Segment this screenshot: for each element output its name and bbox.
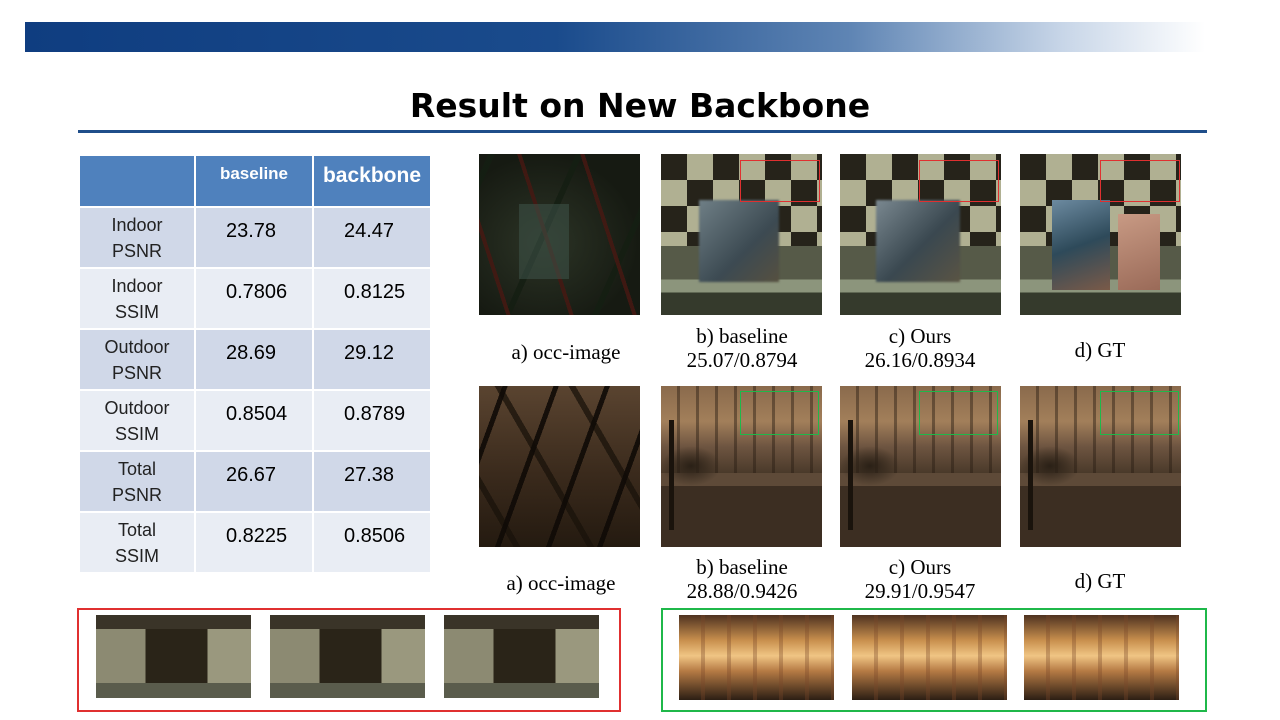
gt-book-right bbox=[1118, 214, 1160, 290]
indoor-gt-highlight-box bbox=[1100, 160, 1180, 202]
outdoor-ours-highlight-box bbox=[919, 391, 998, 435]
row-label: Outdoor SSIM bbox=[78, 389, 196, 452]
gt-book-left bbox=[1052, 200, 1110, 290]
title-underline bbox=[78, 130, 1207, 133]
outdoor-baseline-image bbox=[661, 386, 822, 547]
tree-trunk bbox=[848, 420, 853, 530]
indoor-baseline-crop bbox=[96, 615, 251, 698]
table-row: Outdoor SSIM 0.8504 0.8789 bbox=[78, 389, 432, 452]
backbone-value: 29.12 bbox=[312, 328, 432, 391]
backbone-value: 0.8125 bbox=[312, 267, 432, 330]
table-row: Indoor SSIM 0.7806 0.8125 bbox=[78, 267, 432, 330]
caption-row2-baseline: b) baseline 28.88/0.9426 bbox=[686, 555, 798, 603]
baseline-value: 23.78 bbox=[194, 206, 314, 269]
baseline-value: 0.8504 bbox=[194, 389, 314, 452]
row-label: Indoor PSNR bbox=[78, 206, 196, 269]
indoor-baseline-image bbox=[661, 154, 822, 315]
slide-title: Result on New Backbone bbox=[409, 86, 871, 125]
row-label: Total PSNR bbox=[78, 450, 196, 513]
crop-shadow-strip bbox=[444, 615, 599, 629]
indoor-ours-highlight-box bbox=[919, 160, 999, 202]
occluded-book bbox=[519, 204, 569, 279]
table-header-backbone: backbone bbox=[312, 154, 432, 208]
indoor-occluded-image bbox=[479, 154, 640, 315]
table-header-baseline: baseline bbox=[194, 154, 314, 208]
outdoor-zoom-panel bbox=[661, 608, 1207, 712]
baseline-value: 0.8225 bbox=[194, 511, 314, 574]
blurred-books bbox=[699, 200, 779, 282]
outdoor-occluded-image bbox=[479, 386, 640, 547]
outdoor-ours-image bbox=[840, 386, 1001, 547]
table-row: Outdoor PSNR 28.69 29.12 bbox=[78, 328, 432, 391]
table-row: Total PSNR 26.67 27.38 bbox=[78, 450, 432, 513]
indoor-baseline-highlight-box bbox=[740, 160, 820, 202]
indoor-ours-image bbox=[840, 154, 1001, 315]
baseline-value: 28.69 bbox=[194, 328, 314, 391]
header-bar bbox=[25, 22, 1205, 52]
table-header-row: baseline backbone bbox=[78, 154, 432, 208]
table-row: Indoor PSNR 23.78 24.47 bbox=[78, 206, 432, 269]
restored-books bbox=[876, 200, 960, 282]
backbone-value: 0.8789 bbox=[312, 389, 432, 452]
table-row: Total SSIM 0.8225 0.8506 bbox=[78, 511, 432, 574]
row-label: Outdoor PSNR bbox=[78, 328, 196, 391]
caption-row2-gt: d) GT bbox=[1074, 569, 1126, 593]
tree-trunk bbox=[1028, 420, 1033, 530]
outdoor-gt-crop bbox=[1024, 615, 1179, 700]
caption-row1-ours: c) Ours 26.16/0.8934 bbox=[864, 324, 976, 372]
row-label: Indoor SSIM bbox=[78, 267, 196, 330]
backbone-value: 27.38 bbox=[312, 450, 432, 513]
indoor-ours-crop bbox=[270, 615, 425, 698]
backbone-value: 24.47 bbox=[312, 206, 432, 269]
row-label: Total SSIM bbox=[78, 511, 196, 574]
baseline-value: 0.7806 bbox=[194, 267, 314, 330]
indoor-zoom-panel bbox=[77, 608, 621, 712]
baseline-value: 26.67 bbox=[194, 450, 314, 513]
outdoor-gt-highlight-box bbox=[1100, 391, 1179, 435]
caption-row2-ours: c) Ours 29.91/0.9547 bbox=[864, 555, 976, 603]
caption-row1-baseline: b) baseline 25.07/0.8794 bbox=[686, 324, 798, 372]
tree-trunk bbox=[669, 420, 674, 530]
outdoor-baseline-highlight-box bbox=[740, 391, 819, 435]
table-header-empty bbox=[78, 154, 196, 208]
backbone-value: 0.8506 bbox=[312, 511, 432, 574]
outdoor-ours-crop bbox=[852, 615, 1007, 700]
caption-row2-occ: a) occ-image bbox=[506, 571, 616, 595]
caption-row1-gt: d) GT bbox=[1074, 338, 1126, 362]
crop-shadow-strip bbox=[96, 615, 251, 629]
caption-row1-occ: a) occ-image bbox=[511, 340, 621, 364]
outdoor-baseline-crop bbox=[679, 615, 834, 700]
crop-shadow-strip bbox=[270, 615, 425, 629]
results-table: baseline backbone Indoor PSNR 23.78 24.47… bbox=[78, 154, 432, 574]
indoor-gt-crop bbox=[444, 615, 599, 698]
